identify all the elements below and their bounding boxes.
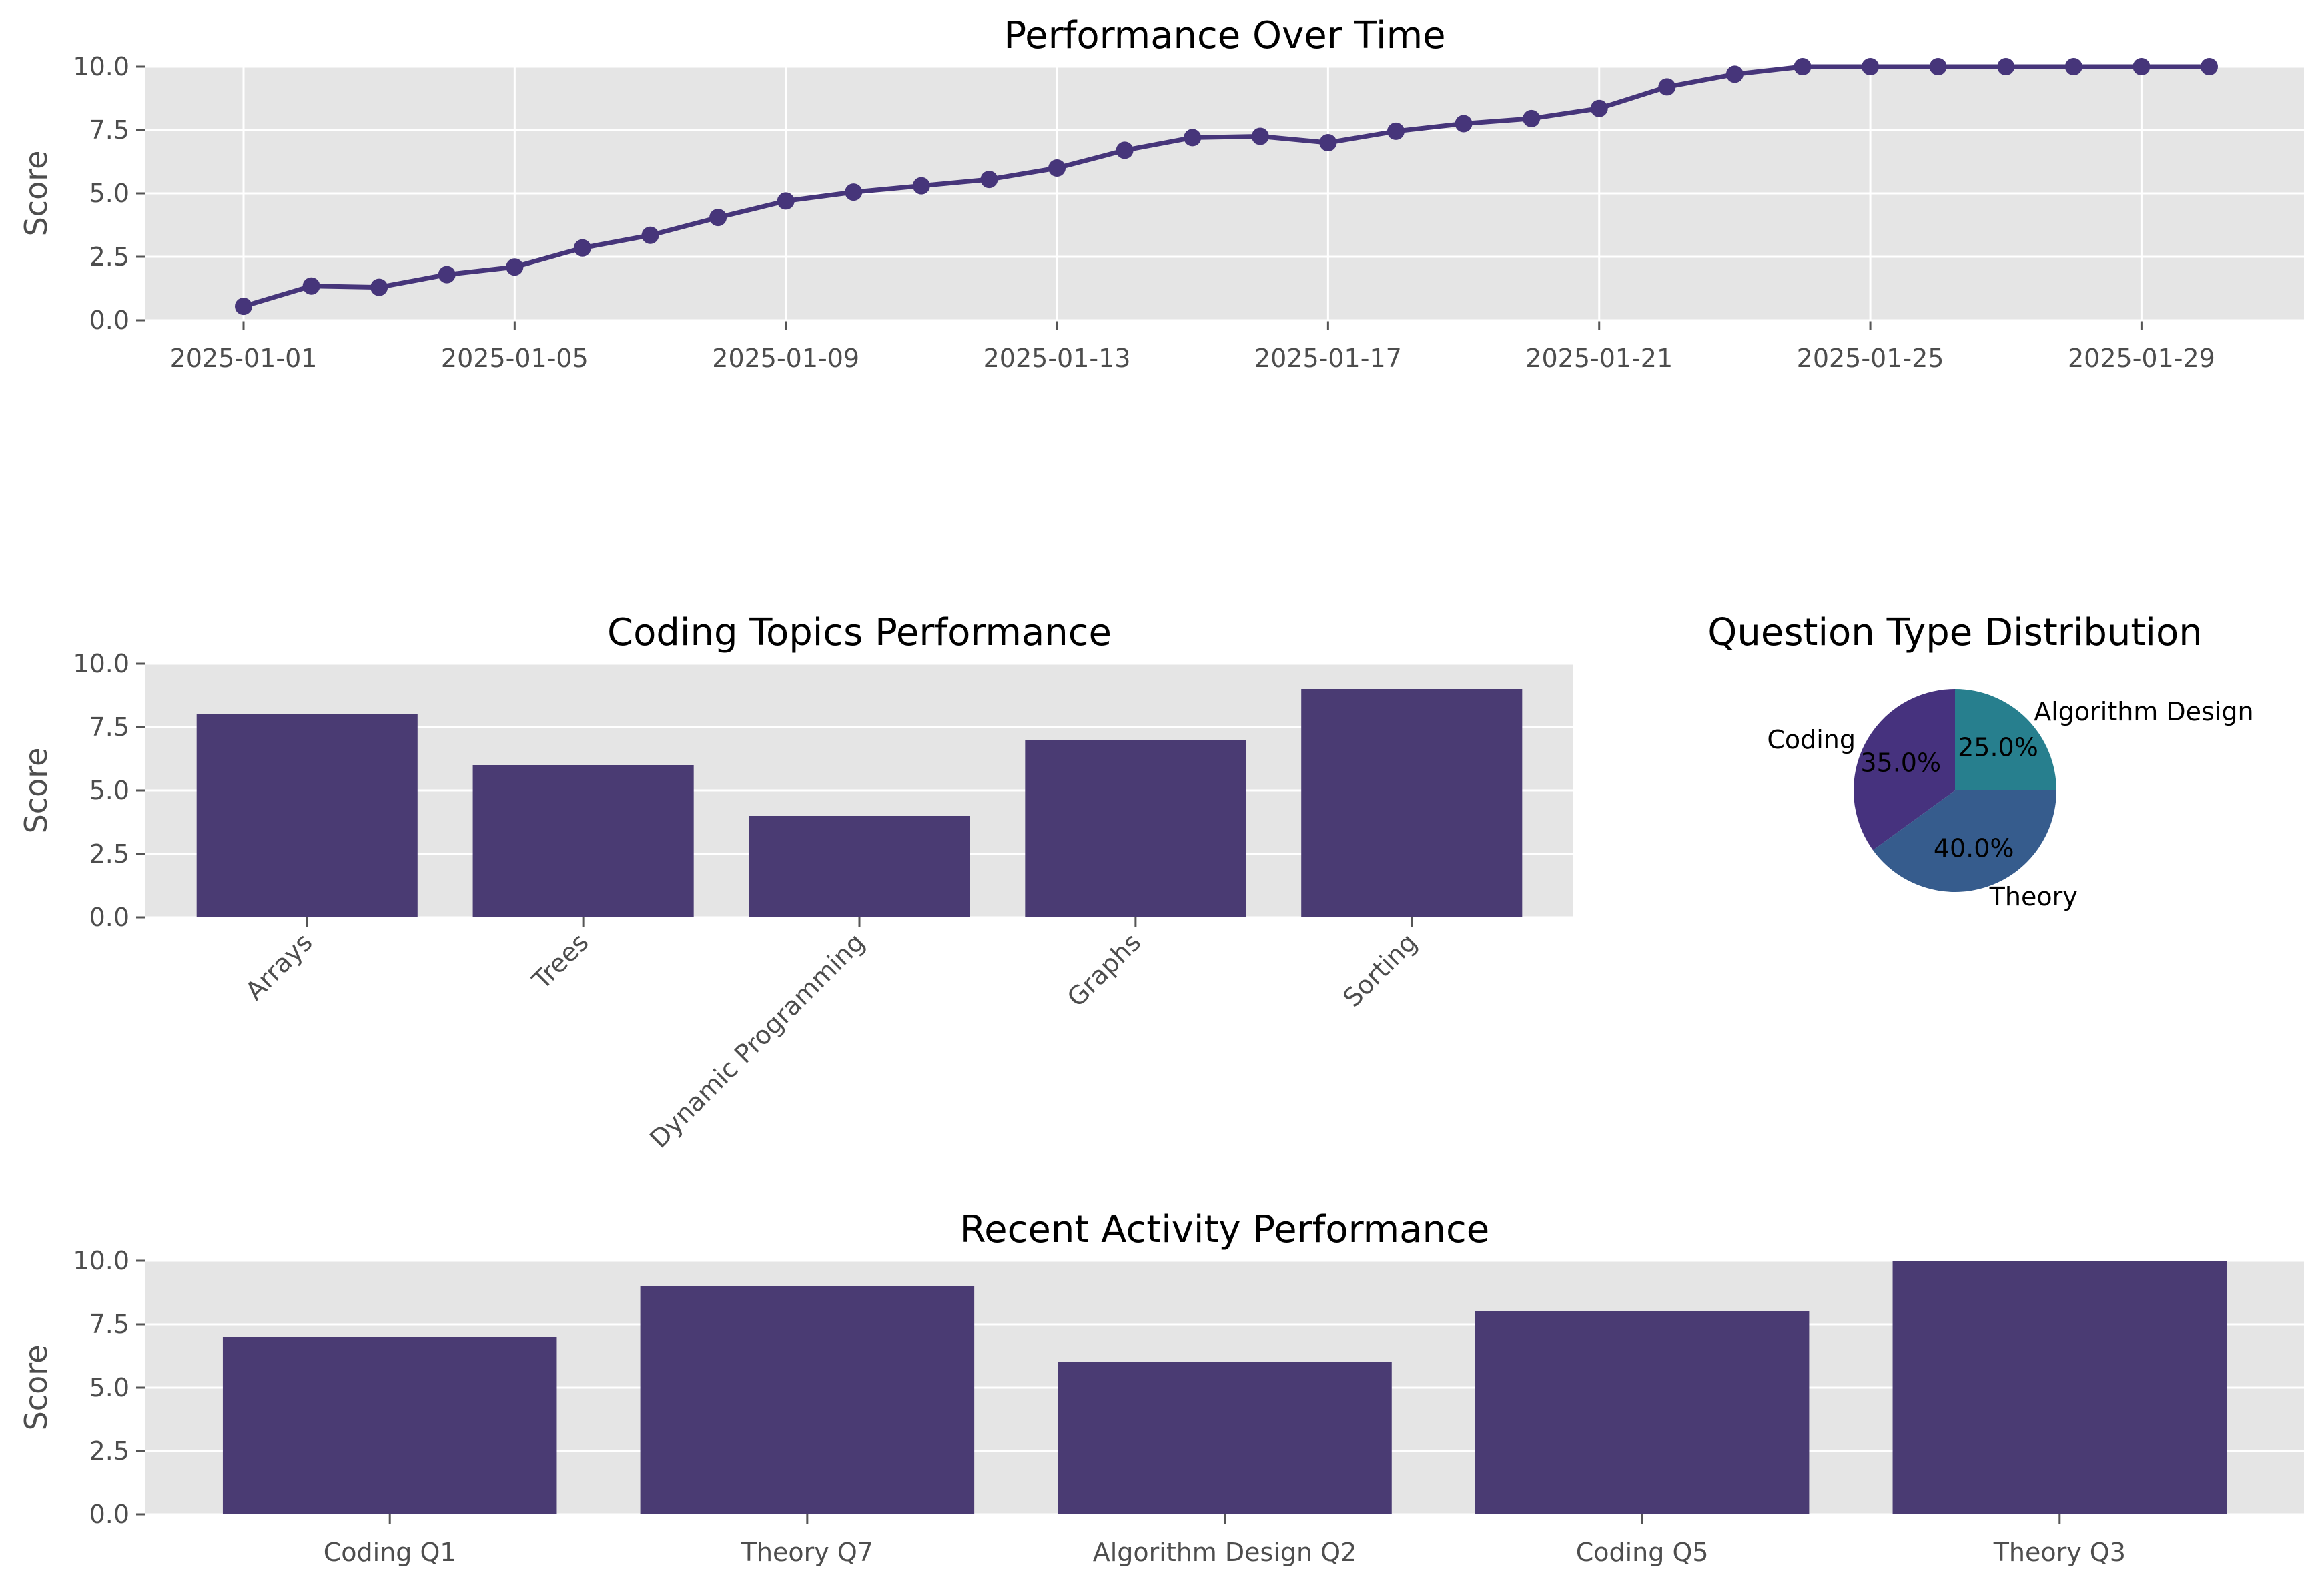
score-point <box>370 278 388 296</box>
pie-percent-label: 40.0% <box>1934 834 2014 863</box>
recent-chart-title: Recent Activity Performance <box>960 1208 1489 1251</box>
score-point <box>1319 134 1337 151</box>
topics-ytick-label: 5.0 <box>89 776 129 805</box>
recent-xtick-label: Algorithm Design Q2 <box>1093 1538 1357 1567</box>
line-ytick-label: 7.5 <box>89 115 129 145</box>
score-point <box>1251 127 1269 145</box>
score-point <box>1523 109 1541 127</box>
pie-chart-title: Question Type Distribution <box>1707 611 2202 654</box>
score-point <box>1658 78 1676 96</box>
score-series-line <box>242 64 2209 309</box>
line-ytick-label: 2.5 <box>89 242 129 272</box>
line-chart-title: Performance Over Time <box>1004 14 1445 57</box>
pie-slice <box>1854 689 1955 851</box>
line-xtick-label: 2025-01-01 <box>170 344 318 373</box>
topics-bar <box>472 765 694 917</box>
line-ytick-label: 0.0 <box>89 306 129 335</box>
pie-category-label: Coding <box>1767 725 1856 754</box>
line-xtick-label: 2025-01-25 <box>1797 344 1944 373</box>
line-xtick-label: 2025-01-21 <box>1525 344 1673 373</box>
recent-xtick-label: Coding Q1 <box>324 1538 456 1567</box>
score-point <box>1725 65 1744 83</box>
score-point <box>912 177 930 195</box>
recent-bar <box>1058 1362 1392 1514</box>
pie-slice <box>1873 790 2056 892</box>
score-point <box>980 171 998 189</box>
recent-ytick-label: 0.0 <box>89 1500 129 1529</box>
score-point <box>2133 58 2151 75</box>
score-point <box>438 266 456 284</box>
score-point <box>1184 129 1202 147</box>
score-point <box>1048 159 1066 177</box>
line-xtick-label: 2025-01-29 <box>2068 344 2215 373</box>
recent-ytick-label: 10.0 <box>73 1246 129 1275</box>
line-xtick-label: 2025-01-17 <box>1254 344 1402 373</box>
recent-y-axis-label: Score <box>18 1345 54 1431</box>
line-xtick-label: 2025-01-09 <box>712 344 859 373</box>
topics-xtick-label: Arrays <box>240 927 318 1005</box>
score-point <box>1455 115 1473 133</box>
score-point <box>2201 58 2218 75</box>
topics-ytick-label: 7.5 <box>89 712 129 742</box>
line-xtick-label: 2025-01-13 <box>984 344 1131 373</box>
score-point <box>2064 58 2082 75</box>
score-point <box>709 209 727 227</box>
topics-ytick-label: 0.0 <box>89 903 129 932</box>
score-point <box>777 192 795 210</box>
score-point <box>1794 58 1812 75</box>
score-point <box>1590 99 1608 117</box>
topics-chart-title: Coding Topics Performance <box>607 611 1112 654</box>
topics-ytick-label: 2.5 <box>89 839 129 869</box>
line-xtick-label: 2025-01-05 <box>441 344 589 373</box>
recent-xtick-label: Coding Q5 <box>1576 1538 1709 1567</box>
topics-bar <box>1301 689 1523 917</box>
topics-xtick-label: Dynamic Programming <box>644 927 870 1153</box>
topics-bar <box>749 816 970 917</box>
pie-percent-label: 35.0% <box>1860 748 1941 778</box>
recent-bar <box>222 1337 557 1514</box>
line-ytick-label: 5.0 <box>89 179 129 208</box>
recent-ytick-label: 7.5 <box>89 1309 129 1339</box>
score-point <box>573 239 591 257</box>
pie-percent-label: 25.0% <box>1958 733 2038 762</box>
recent-xtick-label: Theory Q7 <box>741 1538 873 1567</box>
topics-bar <box>1025 740 1246 917</box>
score-point <box>235 298 252 316</box>
recent-xtick-label: Theory Q3 <box>1993 1538 2126 1567</box>
recent-ytick-label: 2.5 <box>89 1436 129 1466</box>
score-point <box>1929 58 1947 75</box>
topics-ytick-label: 10.0 <box>73 649 129 678</box>
topics-xtick-label: Trees <box>526 927 595 995</box>
score-point <box>302 277 320 295</box>
pie-category-label: Algorithm Design <box>2034 697 2253 726</box>
score-point <box>1862 58 1880 75</box>
line-ytick-label: 10.0 <box>73 52 129 81</box>
topics-xtick-label: Sorting <box>1337 927 1423 1013</box>
score-point <box>641 226 659 244</box>
topics-y-axis-label: Score <box>18 748 54 834</box>
score-point <box>845 183 863 201</box>
recent-ytick-label: 5.0 <box>89 1373 129 1402</box>
recent-bar <box>640 1286 975 1514</box>
score-point <box>506 258 524 276</box>
score-point <box>1997 58 2015 75</box>
topics-bar <box>196 714 418 917</box>
recent-bar <box>1892 1261 2227 1514</box>
topics-xtick-label: Graphs <box>1062 927 1147 1013</box>
line-y-axis-label: Score <box>18 151 54 237</box>
score-point <box>1116 141 1134 159</box>
pie-category-label: Theory <box>1989 882 2078 911</box>
score-point <box>1387 122 1405 140</box>
recent-bar <box>1475 1311 1810 1514</box>
pie-slice <box>1955 689 2056 790</box>
